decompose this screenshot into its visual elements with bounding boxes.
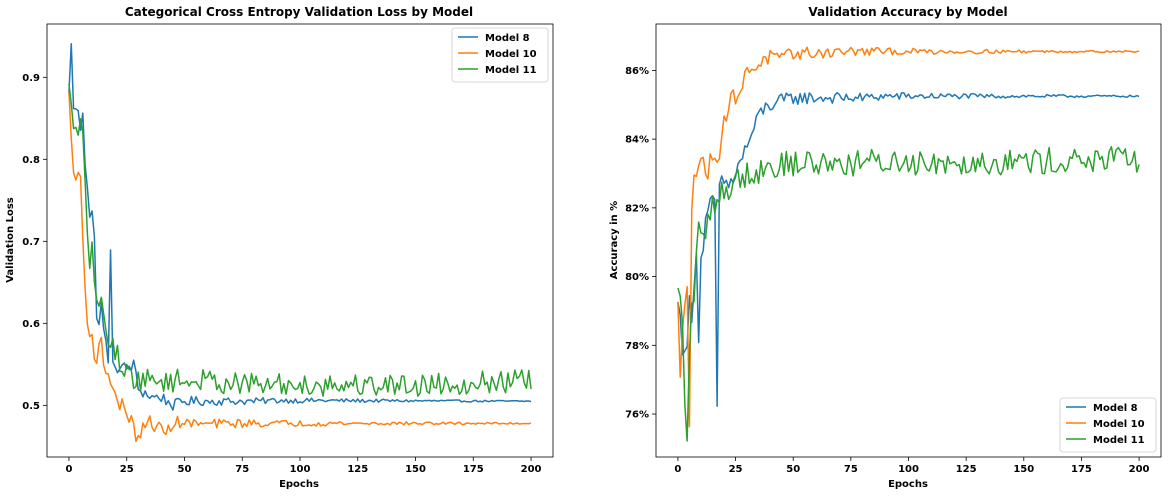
x-tick-label: 50 <box>178 464 192 475</box>
x-tick-label: 50 <box>786 464 800 475</box>
y-tick-label: 0.6 <box>22 319 40 330</box>
x-tick-label: 100 <box>898 464 919 475</box>
x-tick-label: 200 <box>521 464 542 475</box>
y-tick-label: 86% <box>625 66 649 77</box>
legend-label: Model 8 <box>1093 403 1138 414</box>
legend-label: Model 11 <box>485 65 537 76</box>
series-line-model-10 <box>68 92 532 443</box>
y-tick-label: 82% <box>625 203 649 214</box>
x-tick-label: 75 <box>844 464 858 475</box>
x-tick-label: 150 <box>1013 464 1034 475</box>
x-tick-label: 75 <box>235 464 249 475</box>
y-tick-label: 84% <box>625 135 649 146</box>
x-tick-label: 125 <box>956 464 977 475</box>
y-tick-label: 80% <box>625 272 649 283</box>
x-tick-label: 175 <box>1071 464 1092 475</box>
y-tick-label: 0.9 <box>22 73 40 84</box>
series-line-model-8 <box>677 91 1140 407</box>
accuracy-chart-xlabel: Epochs <box>888 479 928 490</box>
x-tick-label: 200 <box>1129 464 1150 475</box>
y-tick-label: 0.8 <box>22 155 40 166</box>
legend-label: Model 10 <box>485 49 537 60</box>
x-tick-label: 175 <box>463 464 484 475</box>
series-line-model-11 <box>68 83 532 397</box>
x-tick-label: 25 <box>120 464 134 475</box>
legend-label: Model 11 <box>1093 435 1145 446</box>
series-line-model-10 <box>677 46 1140 428</box>
x-tick-label: 25 <box>729 464 743 475</box>
x-tick-label: 100 <box>290 464 311 475</box>
accuracy-chart-title: Validation Accuracy by Model <box>808 5 1007 19</box>
accuracy-chart-ylabel: Accuracy in % <box>609 201 620 279</box>
y-tick-label: 78% <box>625 341 649 352</box>
series-line-model-11 <box>677 146 1140 442</box>
accuracy-chart: Validation Accuracy by Model Epochs Accu… <box>609 5 1162 490</box>
x-tick-label: 0 <box>65 464 72 475</box>
y-tick-label: 0.5 <box>22 401 40 412</box>
x-tick-label: 0 <box>674 464 681 475</box>
legend: Model 8 Model 10 Model 11 <box>1059 397 1157 453</box>
legend: Model 8 Model 10 Model 11 <box>451 27 549 83</box>
y-tick-label: 76% <box>625 410 649 421</box>
loss-chart-ylabel: Validation Loss <box>5 197 16 283</box>
x-tick-label: 125 <box>347 464 368 475</box>
y-tick-label: 0.7 <box>22 237 40 248</box>
legend-label: Model 8 <box>485 33 530 44</box>
loss-chart-title: Categorical Cross Entropy Validation Los… <box>125 5 473 19</box>
loss-chart: Categorical Cross Entropy Validation Los… <box>5 5 554 490</box>
legend-label: Model 10 <box>1093 419 1145 430</box>
loss-chart-xlabel: Epochs <box>279 479 319 490</box>
series-line-model-8 <box>68 43 532 411</box>
x-tick-label: 150 <box>405 464 426 475</box>
